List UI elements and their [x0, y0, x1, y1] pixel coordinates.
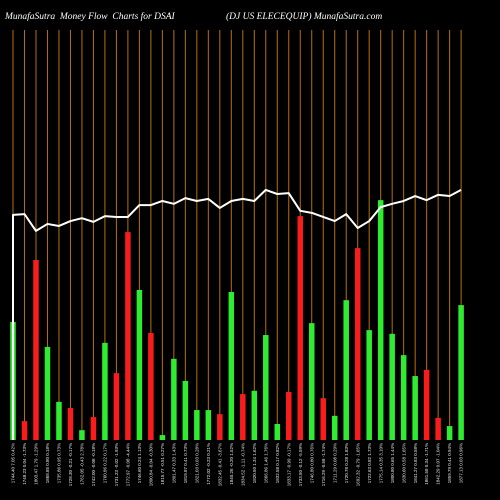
x-tick-label: 1832.45 -0.41 -3.67% [217, 443, 222, 486]
x-tick-label: 1692.32 -0.79 -1.65% [355, 443, 360, 486]
money-flow-bar [331, 415, 338, 440]
x-tick-label: 1859.79 0.41 0.94% [447, 443, 452, 483]
x-tick-label: 1722.63 0.82 1.73% [367, 443, 372, 483]
x-tick-label: 1800.80 0.65 1.44% [390, 443, 395, 483]
x-tick-label: 1742.00 -0.08 -0.18% [91, 443, 96, 486]
money-flow-bar [366, 330, 372, 440]
money-flow-bar [67, 408, 74, 440]
x-tick-label: 1772.97 -0.08 -4.44% [126, 443, 131, 486]
x-tick-label: 1746.80 0.80 0.76% [309, 443, 314, 483]
money-flow-line-group [12, 188, 462, 440]
money-flow-bar [308, 323, 315, 440]
money-flow-bar [377, 200, 384, 440]
money-flow-line [12, 188, 462, 440]
money-flow-bar [125, 232, 131, 440]
x-tick-label: 1711.29 0.08 0.29% [332, 443, 337, 483]
x-tick-label: 1840.26 -0.20 1.52% [229, 443, 234, 485]
money-flow-bar [136, 289, 143, 440]
money-flow-bar [251, 390, 258, 440]
x-tick-label: 1720.78 0.28 1.83% [344, 443, 349, 483]
money-flow-bar [297, 216, 303, 440]
money-flow-bar [182, 380, 189, 440]
x-tick-label: 1748.23 0.04 -1.73% [22, 443, 27, 485]
x-tick-label: 1834.52 -1.11 -0.74% [240, 443, 245, 486]
money-flow-bar [412, 376, 418, 440]
money-flow-bar [228, 291, 235, 440]
x-tick-label: 1866.86 1.46 1.76% [263, 443, 268, 483]
x-tick-label: 1728.30 -0.21 -0.17% [68, 443, 73, 486]
x-tick-label: 1803.47 1.79 -1.29% [34, 443, 39, 485]
money-flow-bar [171, 358, 177, 440]
x-tick-label: 1815.77 -0.51 0.27% [160, 443, 165, 485]
money-flow-bar [286, 392, 292, 440]
x-tick-label: 1821.03 0.03 0.28% [194, 443, 199, 483]
x-tick-label: 1832.58 0.17 0.82% [275, 443, 280, 483]
money-flow-bar [56, 401, 62, 440]
money-flow-bar [217, 414, 223, 440]
x-tick-label: 1716.29 -0.58 -1.74% [321, 443, 326, 486]
x-tick-labels: 1744.40 7.05 0.42% 1748.23 0.04 -1.73% 180… [11, 443, 464, 486]
money-flow-bar [389, 333, 395, 440]
x-tick-label: 1733.50 -0.12 -5.59% [298, 443, 303, 486]
money-flow-bar [458, 305, 464, 440]
money-flow-bar [44, 346, 51, 440]
money-flow-bar [90, 417, 97, 440]
money-flow-bar [435, 417, 441, 440]
x-tick-label: 1760.86 0.22 0.17% [103, 443, 108, 483]
chart-subtitle: (DJ US ELECEQUIP) MunafaSutra.com [226, 12, 383, 22]
x-tick-label: 1762.05 -0.43 2.78% [80, 443, 85, 485]
x-tick-label: 1820.50 1.34 1.62% [252, 443, 257, 483]
money-flow-bar [240, 394, 246, 440]
money-flow-bars [10, 200, 464, 440]
money-flow-bar [343, 300, 349, 440]
money-flow-bar [33, 260, 39, 440]
money-flow-bar [194, 410, 200, 440]
x-tick-label: 1842.29 0.07 -1.04% [436, 443, 441, 485]
x-tick-label: 1801.47 0.33 1.43% [171, 443, 176, 483]
x-tick-label: 1746.60 0.24 1.13% [137, 443, 142, 483]
money-flow-bar [113, 373, 120, 440]
x-tick-label: 1731.23 -0.02 -1.93% [114, 443, 119, 486]
money-flow-bar [102, 342, 108, 440]
x-tick-label: 1868.85 0.80 0.18% [45, 443, 50, 483]
x-tick-label: 1819.87 0.41 0.73% [183, 443, 188, 483]
money-flow-bar [159, 435, 166, 440]
x-tick-label: 1735.86 0.95 0.73% [57, 443, 62, 483]
x-tick-label: 1833.17 -0.99 -0.17% [286, 443, 291, 486]
money-flow-bar [205, 410, 212, 440]
x-tick-label: 1775.14 0.35 3.10% [378, 443, 383, 483]
money-flow-bar [21, 421, 28, 440]
money-flow-bar [400, 355, 407, 440]
x-tick-label: 1744.40 7.05 0.42% [11, 443, 16, 483]
money-flow-bar [354, 248, 361, 440]
x-tick-label: 1841.27 0.83 0.58% [413, 443, 418, 483]
money-flow-bar [79, 430, 85, 440]
money-flow-bar [274, 424, 281, 440]
money-flow-bar [263, 335, 269, 440]
x-tick-label: 1772.02 -0.23 0.21% [206, 443, 211, 485]
x-tick-label: 1877.13 0.03 0.96% [459, 443, 464, 483]
money-flow-bar [148, 332, 154, 440]
money-flow-bar [423, 369, 430, 440]
money-flow-bar [320, 398, 326, 440]
money-flow-bar [446, 426, 453, 440]
x-tick-label: 1830.60 0.58 1.65% [401, 443, 406, 483]
x-tick-label: 1861.58 0.34 -1.71% [424, 443, 429, 485]
x-tick-label: 1800.84 -0.04 -0.30% [148, 443, 153, 486]
chart-title: MunafaSutra Money Flow Charts for DSAI [5, 12, 175, 22]
